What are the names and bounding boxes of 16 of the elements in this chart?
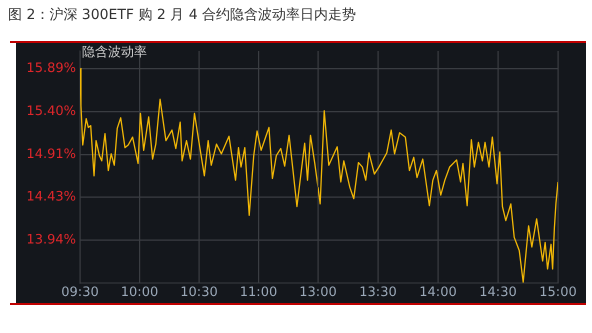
y-axis-title: 隐含波动率 (82, 44, 147, 60)
x-tick-label: 09:30 (61, 285, 99, 300)
x-tick-label: 13:00 (299, 285, 337, 300)
y-tick-label: 15.40% (26, 104, 76, 120)
x-tick-label: 10:00 (120, 285, 158, 300)
chart-title: 图 2：沪深 300ETF 购 2 月 4 合约隐含波动率日内走势 (8, 6, 356, 24)
x-tick-label: 14:00 (419, 285, 457, 300)
y-tick-label: 13.94% (26, 232, 76, 248)
x-tick-label: 15:00 (539, 285, 577, 300)
x-tick-label: 14:30 (479, 285, 517, 300)
x-tick-label: 10:30 (180, 285, 218, 300)
x-tick-label: 11:00 (240, 285, 278, 300)
y-tick-label: 15.89% (26, 60, 76, 76)
x-tick-label: 13:30 (359, 285, 397, 300)
y-tick-label: 14.43% (26, 189, 76, 204)
y-tick-label: 14.91% (26, 147, 76, 162)
